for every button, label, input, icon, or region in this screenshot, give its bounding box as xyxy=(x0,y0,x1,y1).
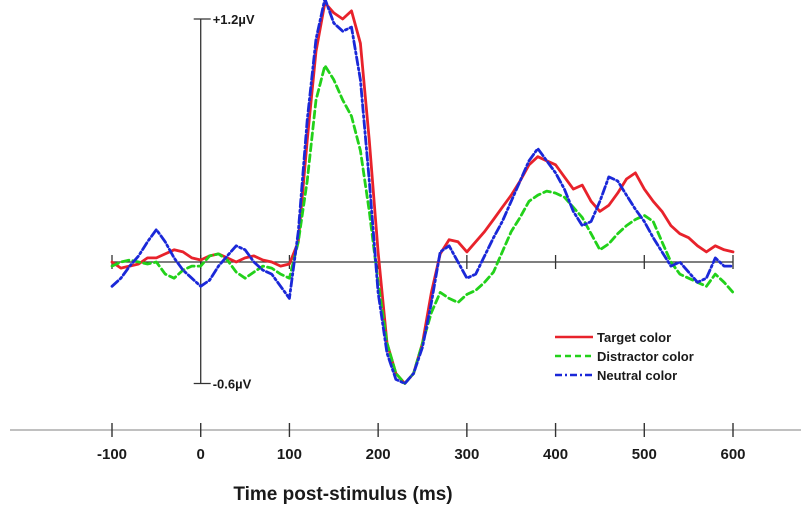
x-axis-label: Time post-stimulus (ms) xyxy=(233,484,452,505)
legend-label: Neutral color xyxy=(597,368,677,383)
amplitude-tick-label: +1.2µV xyxy=(213,12,255,27)
series-line-target-color xyxy=(110,1,735,385)
time-axis: -100 0 100 200 300 400 500 600 xyxy=(10,423,801,463)
time-tick-label: 200 xyxy=(366,446,391,463)
time-tick-label: 600 xyxy=(720,446,745,463)
series-line-neutral-color xyxy=(110,0,735,385)
time-tick-label: -100 xyxy=(97,446,127,463)
time-tick-label: 400 xyxy=(543,446,568,463)
time-tick-label: 500 xyxy=(632,446,657,463)
time-tick-label: 0 xyxy=(197,446,205,463)
legend: Target color Distractor color Neutral colo… xyxy=(555,330,694,383)
series-lines xyxy=(110,0,735,385)
axes: +1.2µV -0.6µV xyxy=(111,12,734,392)
legend-label: Target color xyxy=(597,330,671,345)
legend-label: Distractor color xyxy=(597,349,694,364)
time-tick-label: 300 xyxy=(454,446,479,463)
amplitude-tick-label: -0.6µV xyxy=(213,377,252,392)
time-tick-label: 100 xyxy=(277,446,302,463)
